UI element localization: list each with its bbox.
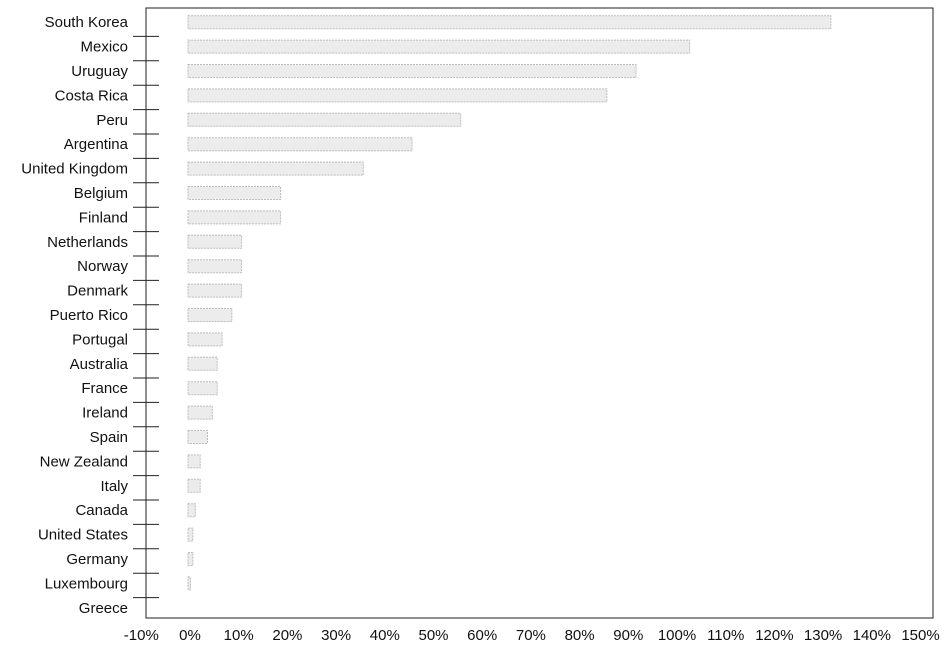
bar bbox=[187, 552, 194, 566]
x-tick-label: 120% bbox=[755, 627, 793, 644]
x-tick-label: 80% bbox=[565, 627, 595, 644]
category-label: Portugal bbox=[72, 331, 128, 348]
bar bbox=[187, 112, 462, 127]
category-label: Mexico bbox=[80, 39, 128, 56]
bar bbox=[187, 64, 637, 78]
x-tick-label: 90% bbox=[613, 627, 643, 644]
bar bbox=[187, 503, 196, 518]
category-labels: South Korea Mexico Uruguay Costa Rica Peru Ar… bbox=[21, 14, 128, 617]
bar bbox=[187, 454, 201, 469]
category-label: Belgium bbox=[74, 185, 128, 202]
bar bbox=[187, 478, 201, 493]
category-label: Luxembourg bbox=[45, 575, 128, 592]
bar bbox=[187, 332, 223, 347]
category-label: Netherlands bbox=[47, 234, 128, 251]
x-tick-label: -10% bbox=[124, 627, 159, 644]
category-label: Italy bbox=[100, 478, 128, 495]
bar bbox=[187, 186, 282, 200]
x-tick-label: 60% bbox=[467, 627, 497, 644]
category-label: Puerto Rico bbox=[50, 307, 128, 324]
category-label: Uruguay bbox=[71, 63, 128, 80]
category-label: Canada bbox=[75, 502, 128, 519]
bar bbox=[187, 576, 191, 591]
plot-frame bbox=[145, 7, 934, 619]
x-tick-label: 10% bbox=[224, 627, 254, 644]
category-label: France bbox=[81, 380, 128, 397]
bar bbox=[187, 234, 243, 249]
x-tick-label: 50% bbox=[418, 627, 448, 644]
bar bbox=[187, 405, 213, 420]
bar bbox=[187, 430, 208, 444]
category-label: Costa Rica bbox=[55, 87, 129, 104]
category-label: Denmark bbox=[67, 283, 128, 300]
bar bbox=[187, 137, 413, 152]
category-label: Germany bbox=[66, 551, 128, 568]
category-label: South Korea bbox=[45, 14, 129, 31]
x-tick-label: 110% bbox=[707, 627, 744, 644]
x-tick-label: 100% bbox=[658, 627, 696, 644]
bar bbox=[187, 39, 691, 54]
bar bbox=[187, 356, 218, 371]
bar bbox=[187, 308, 233, 322]
bar bbox=[187, 88, 608, 103]
bar bbox=[187, 161, 364, 176]
x-tick-label: 0% bbox=[179, 627, 201, 644]
x-tick-label: 150% bbox=[901, 627, 939, 644]
y-axis-ticks bbox=[133, 35, 159, 599]
category-label: United Kingdom bbox=[21, 161, 128, 178]
category-label: Norway bbox=[77, 258, 128, 275]
bar bbox=[187, 381, 218, 396]
x-tick-label: 30% bbox=[321, 627, 351, 644]
x-tick-label: 70% bbox=[516, 627, 546, 644]
category-label: Peru bbox=[96, 112, 128, 129]
category-label: Ireland bbox=[82, 405, 128, 422]
bar bbox=[187, 210, 282, 225]
x-tick-label: 40% bbox=[370, 627, 400, 644]
category-label: Greece bbox=[79, 600, 128, 617]
category-label: New Zealand bbox=[40, 453, 128, 470]
bar bbox=[187, 15, 832, 30]
bars-group bbox=[187, 15, 832, 591]
bar bbox=[187, 259, 243, 274]
category-label: Argentina bbox=[64, 136, 129, 153]
bar bbox=[187, 283, 243, 298]
x-tick-label: 140% bbox=[853, 627, 891, 644]
x-tick-label: 20% bbox=[272, 627, 302, 644]
x-tick-label: 130% bbox=[804, 627, 842, 644]
bar bbox=[187, 527, 194, 542]
category-label: Spain bbox=[90, 429, 128, 446]
x-tick-labels: -10% 0% 10% 20% 30% 40% 50% 60% 70% 80% 90% 100% 110… bbox=[124, 627, 940, 644]
category-label: Finland bbox=[79, 209, 128, 226]
category-label: United States bbox=[38, 527, 128, 544]
category-label: Australia bbox=[70, 356, 129, 373]
